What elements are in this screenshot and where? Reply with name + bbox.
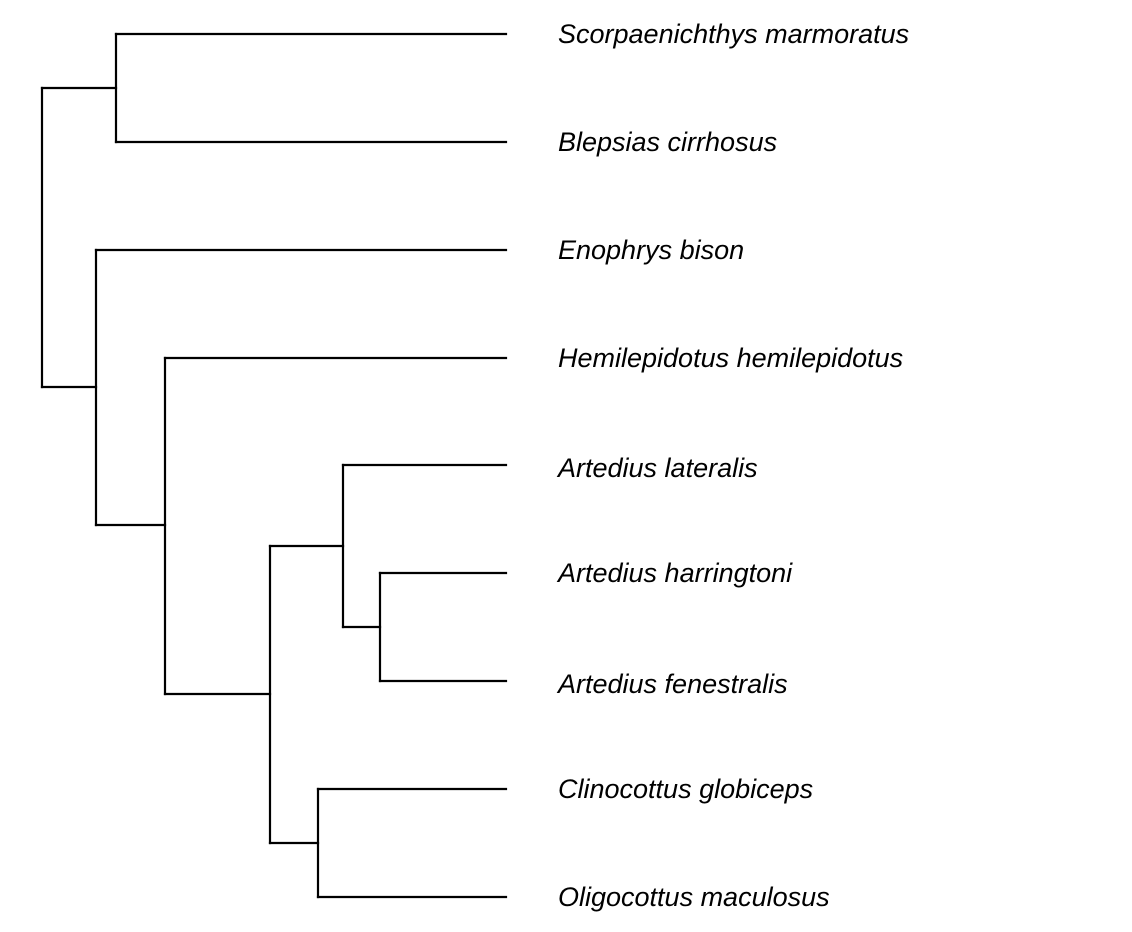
tip-label-blepsias-cirrhosus: Blepsias cirrhosus xyxy=(558,127,777,157)
tip-label-artedius-harringtoni: Artedius harringtoni xyxy=(556,558,793,588)
tip-label-artedius-fenestralis: Artedius fenestralis xyxy=(556,669,788,699)
tip-label-artedius-lateralis: Artedius lateralis xyxy=(556,453,758,483)
tip-label-hemilepidotus-hemilepidotus: Hemilepidotus hemilepidotus xyxy=(558,343,903,373)
tip-label-clinocottus-globiceps: Clinocottus globiceps xyxy=(558,774,813,804)
tip-labels: Scorpaenichthys marmoratus Blepsias cirr… xyxy=(556,19,909,912)
tip-label-scorpaenichthys-marmoratus: Scorpaenichthys marmoratus xyxy=(558,19,909,49)
tip-label-oligocottus-maculosus: Oligocottus maculosus xyxy=(558,882,830,912)
tip-label-enophrys-bison: Enophrys bison xyxy=(558,235,744,265)
tree-branches xyxy=(40,32,508,899)
